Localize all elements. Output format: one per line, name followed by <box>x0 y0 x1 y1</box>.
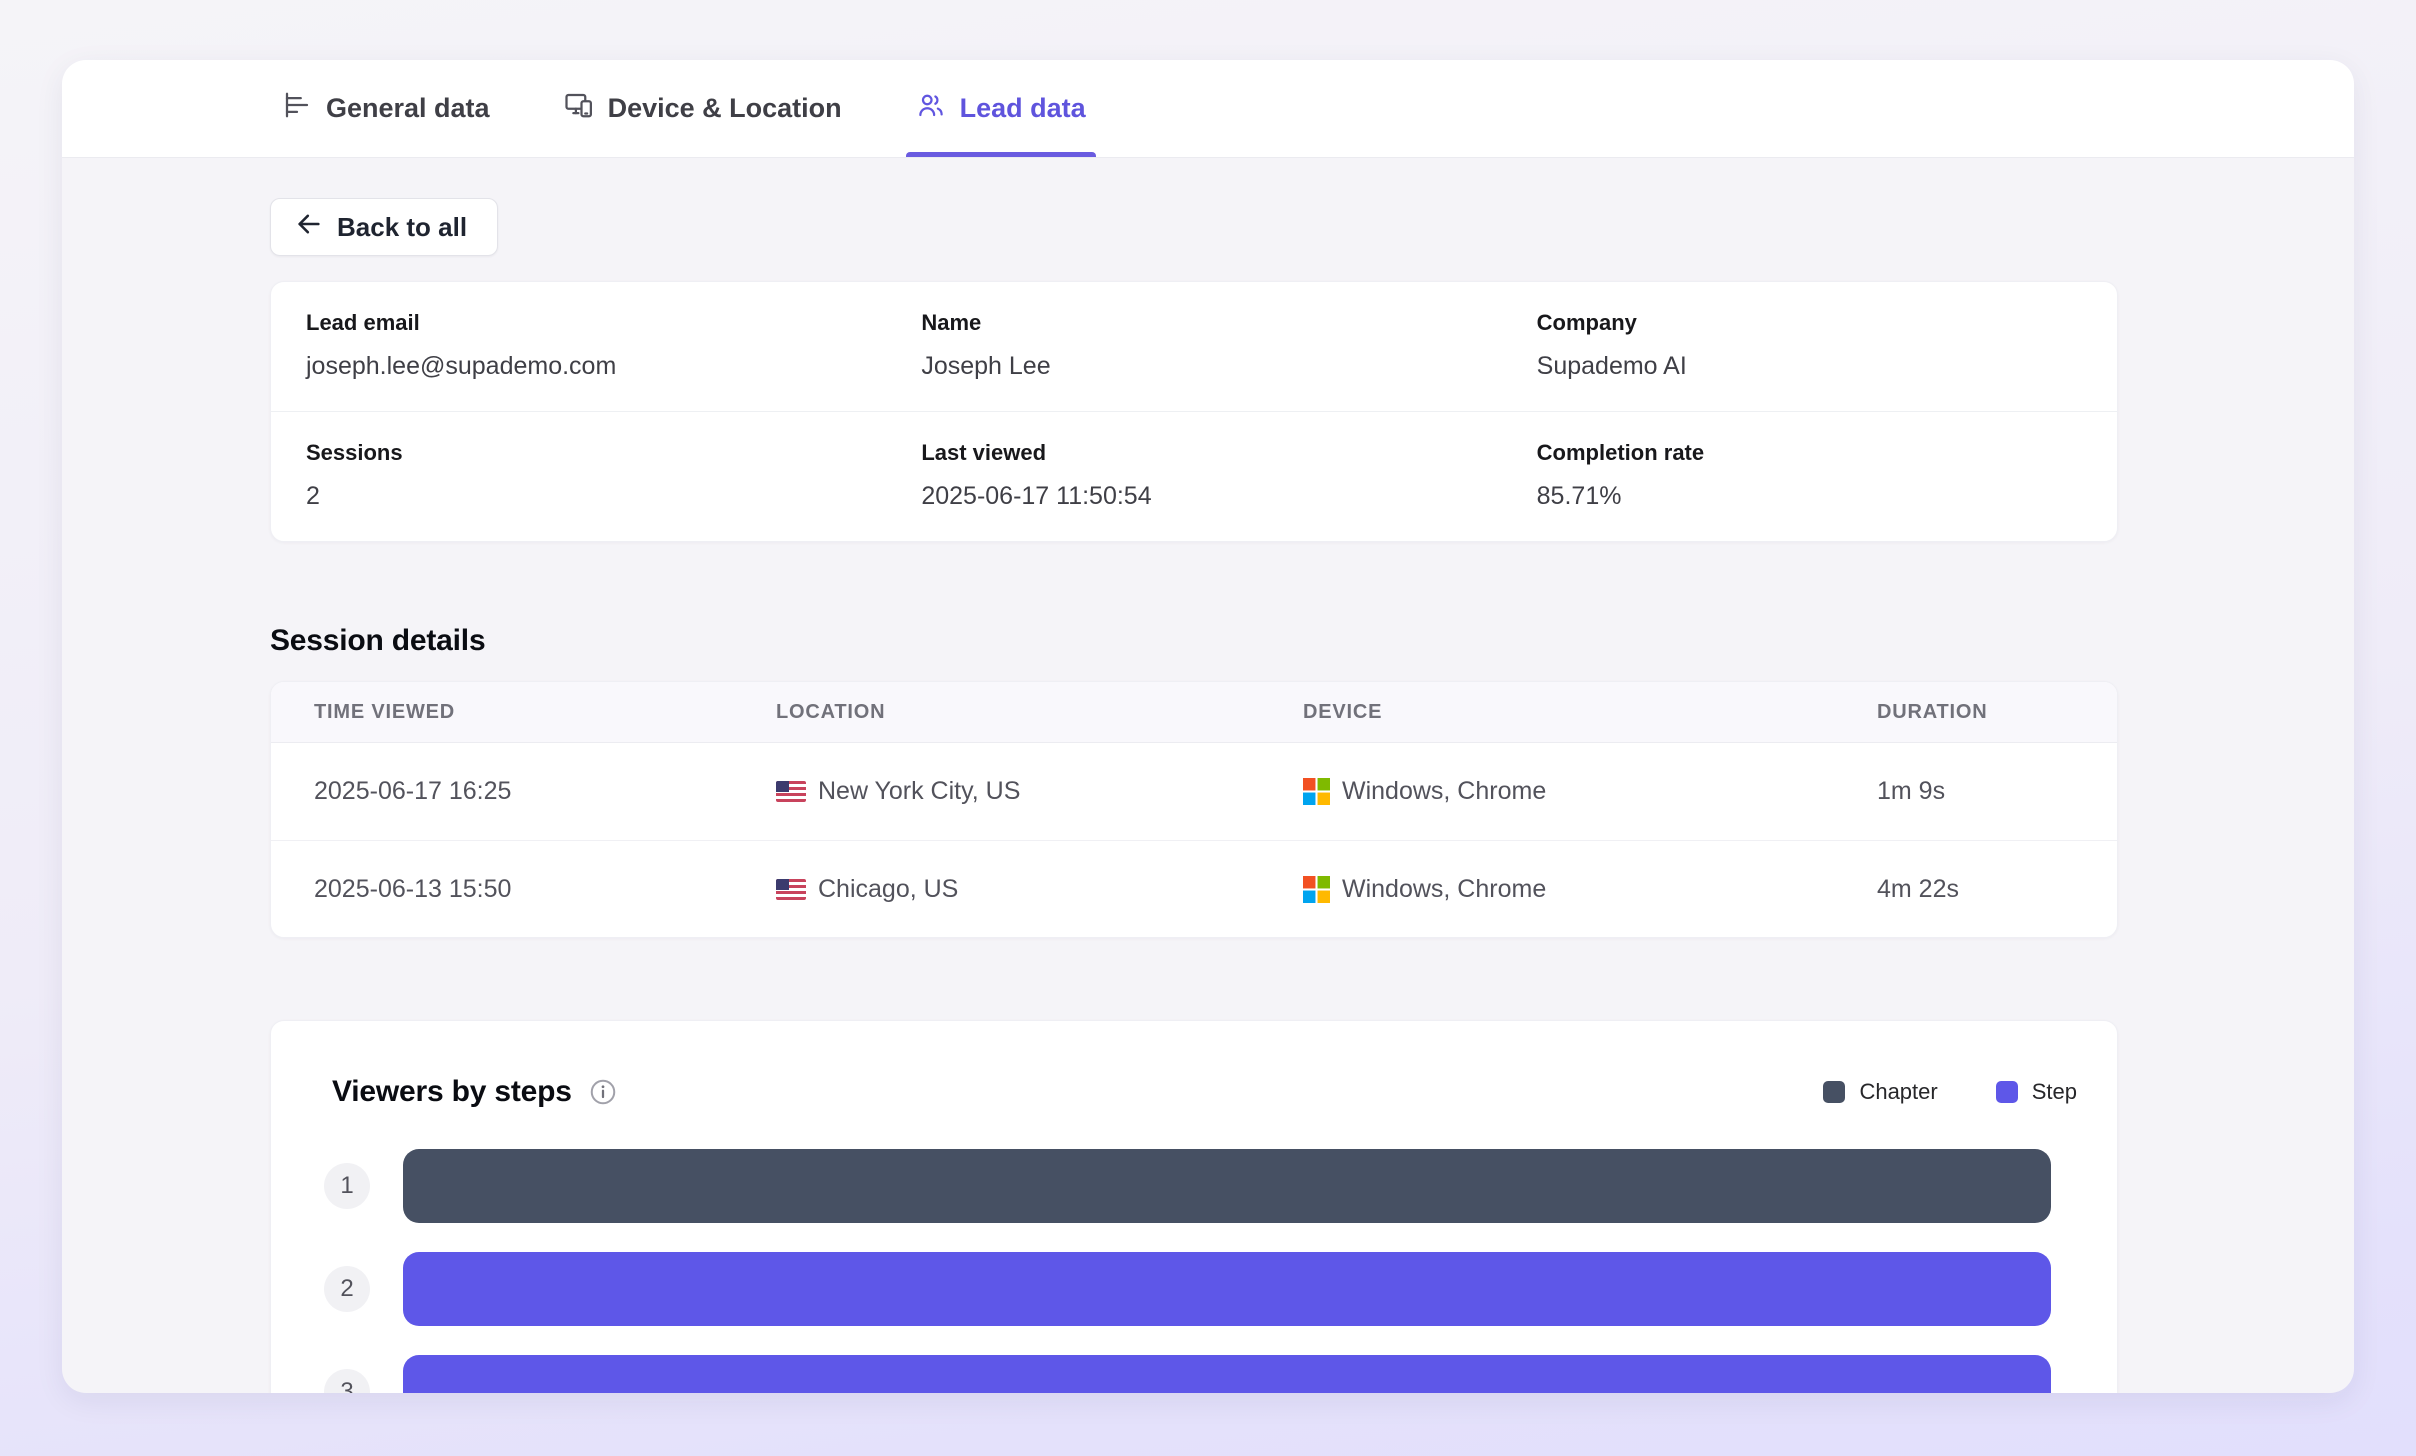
sessions-field: Sessions 2 <box>271 440 886 511</box>
column-header-device: DEVICE <box>1303 700 1383 723</box>
steps-bar-chart: 1 2 3 <box>324 1149 2117 1393</box>
field-value: 2025-06-17 11:50:54 <box>921 482 1152 510</box>
legend-item-chapter[interactable]: Chapter <box>1823 1079 1938 1105</box>
lead-info-row: Lead email joseph.lee@supademo.com Name … <box>271 282 2117 411</box>
field-label: Sessions <box>306 440 403 465</box>
tab-label: Lead data <box>959 93 1086 123</box>
bar-chart-icon <box>282 90 312 127</box>
tabs-bar: General data Device & Location <box>62 60 2354 158</box>
viewers-by-steps-card: Viewers by steps Chapter Step <box>270 1020 2118 1393</box>
last-viewed-field: Last viewed 2025-06-17 11:50:54 <box>886 440 1501 511</box>
step-number-badge: 2 <box>324 1266 370 1312</box>
bar-row: 2 <box>324 1252 2117 1326</box>
location-text: Chicago, US <box>818 874 959 903</box>
step-number-badge: 1 <box>324 1163 370 1209</box>
bar-row: 1 <box>324 1149 2117 1223</box>
tab-device-location[interactable]: Device & Location <box>564 60 842 157</box>
legend-item-step[interactable]: Step <box>1995 1079 2077 1105</box>
devices-icon <box>564 90 594 127</box>
device-cell: Windows, Chrome <box>1303 875 1877 904</box>
windows-logo-icon <box>1303 778 1330 805</box>
us-flag-icon <box>776 781 806 802</box>
session-details-title: Session details <box>270 624 486 657</box>
name-field: Name Joseph Lee <box>886 310 1501 381</box>
location-text: New York City, US <box>818 777 1021 805</box>
us-flag-icon <box>776 878 806 900</box>
users-icon <box>916 90 946 127</box>
chart-legend: Chapter Step <box>1823 1079 2077 1105</box>
back-to-all-button[interactable]: Back to all <box>270 198 499 256</box>
field-label: Last viewed <box>921 440 1047 465</box>
table-row: 2025-06-13 15:50 Chicago, US <box>271 840 2117 937</box>
column-header-time-viewed: TIME VIEWED <box>314 700 456 723</box>
device-cell: Windows, Chrome <box>1303 777 1877 806</box>
lead-info-card: Lead email joseph.lee@supademo.com Name … <box>270 281 2118 542</box>
session-details-table: TIME VIEWED LOCATION DEVICE DURATION 202… <box>270 681 2118 938</box>
field-label: Company <box>1536 310 1637 335</box>
table-header-row: TIME VIEWED LOCATION DEVICE DURATION <box>271 682 2117 743</box>
legend-label: Step <box>2031 1079 2077 1104</box>
tab-lead-data[interactable]: Lead data <box>905 60 1096 157</box>
column-header-location: LOCATION <box>776 700 886 723</box>
tab-label: General data <box>326 93 490 123</box>
field-value: Joseph Lee <box>921 352 1051 380</box>
step-bar[interactable] <box>403 1355 2051 1393</box>
step-bar[interactable] <box>403 1252 2051 1326</box>
step-number-badge: 3 <box>324 1369 370 1393</box>
device-text: Windows, Chrome <box>1342 874 1547 903</box>
bar-row: 3 <box>324 1355 2117 1393</box>
lead-info-row: Sessions 2 Last viewed 2025-06-17 11:50:… <box>271 411 2117 541</box>
device-text: Windows, Chrome <box>1342 777 1547 805</box>
location-cell: Chicago, US <box>776 875 1303 904</box>
arrow-left-icon <box>295 210 323 245</box>
field-value: 85.71% <box>1536 482 1622 510</box>
completion-rate-field: Completion rate 85.71% <box>1502 440 2117 511</box>
chart-header: Viewers by steps Chapter Step <box>332 1075 2077 1109</box>
step-swatch <box>1995 1081 2018 1103</box>
chapter-swatch <box>1823 1081 1846 1103</box>
field-value: 2 <box>306 482 320 510</box>
chapter-bar[interactable] <box>403 1149 2051 1223</box>
time-viewed-cell: 2025-06-13 15:50 <box>314 874 512 903</box>
duration-cell: 1m 9s <box>1877 777 1946 805</box>
lead-data-panel: General data Device & Location <box>62 60 2354 1393</box>
windows-logo-icon <box>1303 875 1330 903</box>
back-button-label: Back to all <box>337 211 468 242</box>
location-cell: New York City, US <box>776 777 1303 806</box>
tab-label: Device & Location <box>607 93 842 123</box>
time-viewed-cell: 2025-06-17 16:25 <box>314 777 512 805</box>
field-label: Lead email <box>306 310 420 335</box>
duration-cell: 4m 22s <box>1877 874 1959 903</box>
field-label: Completion rate <box>1536 440 1705 465</box>
chart-title: Viewers by steps <box>332 1075 572 1108</box>
lead-email-field: Lead email joseph.lee@supademo.com <box>271 310 886 381</box>
field-value: Supademo AI <box>1536 352 1687 380</box>
info-icon[interactable] <box>588 1077 618 1107</box>
field-value: joseph.lee@supademo.com <box>306 352 617 380</box>
field-label: Name <box>921 310 982 335</box>
company-field: Company Supademo AI <box>1502 310 2117 381</box>
legend-label: Chapter <box>1859 1079 1938 1104</box>
table-row: 2025-06-17 16:25 New York City, US <box>271 743 2117 840</box>
column-header-duration: DURATION <box>1877 700 1988 723</box>
tab-general-data[interactable]: General data <box>282 60 490 157</box>
